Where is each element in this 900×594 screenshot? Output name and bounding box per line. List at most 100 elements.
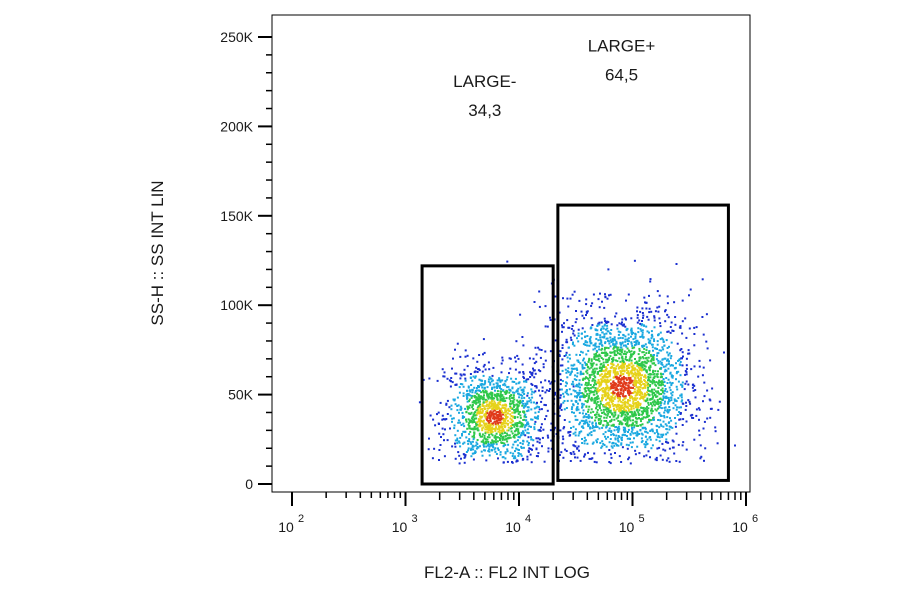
data-point bbox=[491, 434, 494, 437]
data-point bbox=[657, 401, 660, 403]
data-point bbox=[638, 372, 641, 375]
data-point bbox=[599, 402, 602, 405]
data-point bbox=[587, 349, 590, 352]
data-point bbox=[587, 399, 589, 402]
data-point bbox=[656, 375, 659, 378]
data-point bbox=[563, 400, 566, 402]
data-point bbox=[654, 408, 657, 411]
data-point bbox=[646, 413, 649, 416]
data-point bbox=[603, 452, 606, 455]
data-point bbox=[442, 418, 445, 421]
data-point bbox=[615, 406, 618, 408]
data-point bbox=[647, 377, 650, 380]
data-point bbox=[600, 344, 603, 347]
data-point bbox=[522, 375, 525, 378]
data-point bbox=[520, 447, 523, 449]
data-point bbox=[595, 390, 598, 393]
data-point bbox=[639, 356, 642, 359]
data-point bbox=[597, 419, 600, 422]
data-point bbox=[679, 361, 682, 363]
data-point bbox=[502, 435, 505, 438]
data-point bbox=[588, 338, 591, 341]
data-point bbox=[618, 397, 621, 400]
data-point bbox=[541, 386, 544, 389]
data-point bbox=[499, 396, 502, 399]
data-point bbox=[481, 408, 484, 410]
data-point bbox=[606, 387, 609, 390]
data-point bbox=[616, 327, 619, 330]
data-point bbox=[600, 387, 603, 390]
data-point bbox=[612, 356, 615, 359]
data-point bbox=[518, 411, 521, 414]
data-point bbox=[632, 381, 635, 384]
data-point bbox=[516, 444, 519, 447]
data-point bbox=[601, 331, 604, 334]
data-point bbox=[682, 402, 685, 405]
data-point bbox=[606, 361, 609, 364]
data-point bbox=[636, 400, 639, 403]
data-point bbox=[605, 388, 608, 391]
data-point bbox=[635, 341, 638, 344]
data-point bbox=[574, 434, 577, 437]
data-point bbox=[494, 412, 497, 415]
data-point bbox=[578, 449, 580, 452]
data-point bbox=[477, 446, 480, 449]
data-point bbox=[604, 354, 607, 357]
data-point bbox=[523, 415, 526, 418]
data-point bbox=[595, 367, 598, 370]
data-point bbox=[577, 385, 580, 388]
data-point bbox=[624, 358, 627, 361]
data-point bbox=[588, 392, 591, 395]
data-point bbox=[476, 427, 479, 430]
data-point bbox=[635, 420, 638, 423]
data-point bbox=[567, 431, 570, 434]
data-point bbox=[568, 420, 571, 423]
data-point bbox=[497, 394, 500, 397]
data-point bbox=[677, 370, 680, 373]
data-point bbox=[685, 364, 688, 367]
data-point bbox=[504, 435, 507, 438]
data-point bbox=[588, 376, 591, 379]
data-point bbox=[613, 382, 616, 384]
data-point bbox=[608, 411, 611, 413]
data-point bbox=[636, 445, 639, 448]
data-point bbox=[601, 325, 604, 328]
data-point bbox=[498, 414, 501, 417]
data-point bbox=[658, 426, 661, 429]
data-point bbox=[680, 406, 682, 409]
data-point bbox=[644, 446, 647, 449]
data-point bbox=[450, 408, 453, 411]
data-point bbox=[615, 377, 618, 380]
data-point bbox=[624, 338, 627, 341]
data-point bbox=[627, 444, 630, 447]
data-point bbox=[511, 432, 514, 435]
data-point bbox=[598, 360, 601, 363]
data-point bbox=[572, 341, 574, 344]
data-point bbox=[626, 351, 629, 354]
data-point bbox=[640, 374, 642, 377]
data-point bbox=[597, 417, 600, 420]
data-point bbox=[454, 442, 456, 445]
data-point bbox=[542, 363, 545, 366]
data-point bbox=[460, 457, 462, 460]
data-point bbox=[666, 396, 669, 399]
data-point bbox=[449, 427, 451, 430]
data-point bbox=[622, 386, 625, 388]
data-point bbox=[613, 350, 616, 353]
data-point bbox=[698, 365, 701, 368]
data-point bbox=[515, 429, 517, 432]
data-point bbox=[632, 364, 635, 367]
data-point bbox=[544, 379, 547, 382]
data-point bbox=[605, 425, 608, 428]
data-point bbox=[679, 394, 682, 397]
data-point bbox=[554, 295, 557, 298]
data-point bbox=[476, 443, 479, 445]
data-point bbox=[455, 383, 458, 386]
data-point bbox=[604, 435, 606, 438]
data-point bbox=[653, 372, 656, 375]
data-point bbox=[666, 313, 669, 316]
data-point bbox=[575, 383, 578, 386]
data-point bbox=[618, 410, 621, 413]
data-point bbox=[651, 396, 654, 399]
data-point bbox=[488, 429, 491, 432]
